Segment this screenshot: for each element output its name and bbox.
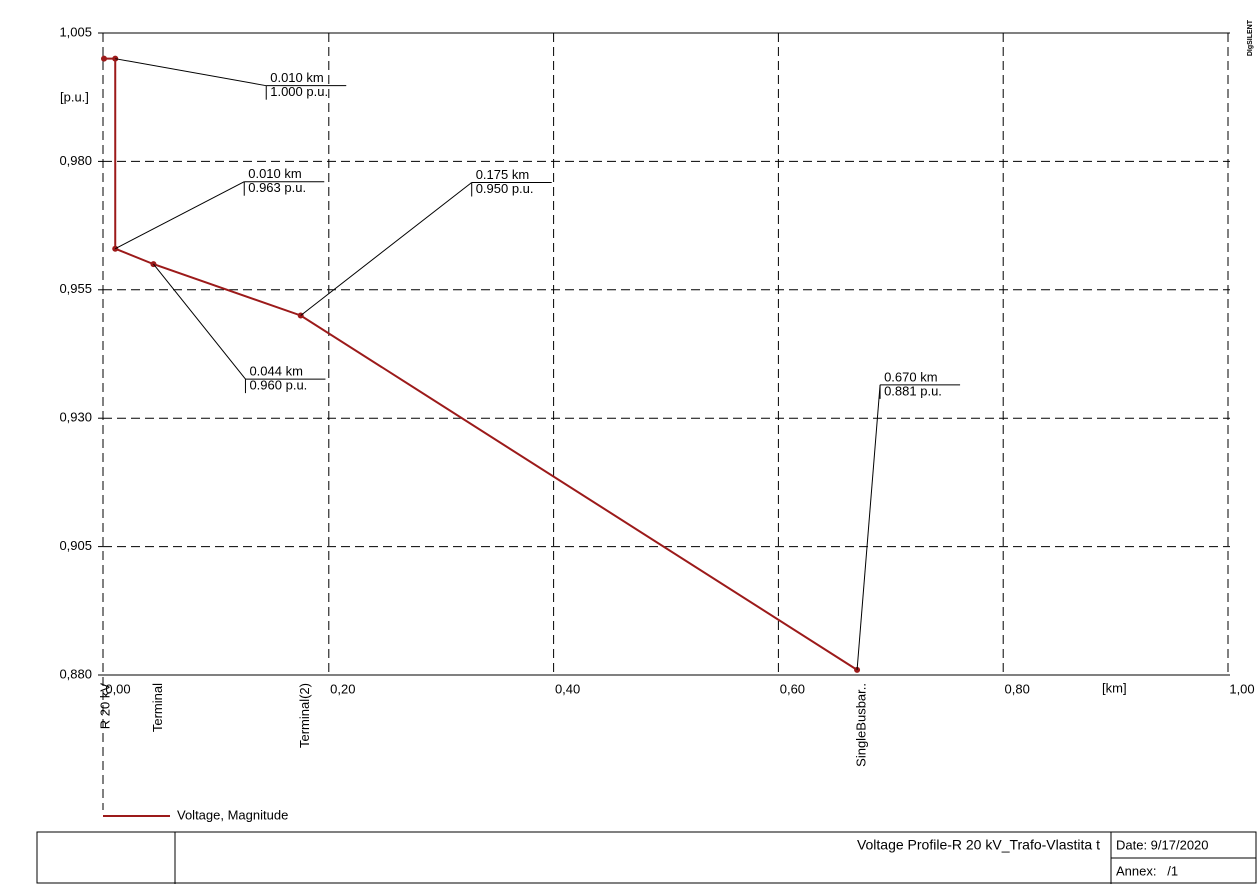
value-label: 0.881 p.u. [884,383,942,398]
x-value-label: 0.670 km [884,369,937,384]
y-tick-label: 1,005 [59,24,92,39]
node-label: Terminal(2) [297,683,312,748]
legend-label: Voltage, Magnitude [177,807,288,822]
value-label: 0.950 p.u. [476,181,534,196]
leader-line [856,384,881,670]
x-tick-label: 1,00 [1229,681,1254,696]
value-label: 0.960 p.u. [249,378,307,393]
footer-date: Date: 9/17/2020 [1116,837,1209,852]
x-value-label: 0.010 km [270,70,323,85]
node-label: SingleBusbar.. [854,683,869,767]
value-label: 1.000 p.u. [270,84,328,99]
x-value-label: 0.175 km [476,167,529,182]
leader-line [300,182,473,316]
x-value-label: 0.010 km [248,166,301,181]
footer-annex: Annex: /1 [1116,863,1178,878]
leader-line [153,263,246,380]
x-tick-label: 0,00 [105,681,130,696]
y-tick-label: 0,930 [59,410,92,425]
x-tick-label: 0,60 [780,681,805,696]
y-tick-label: 0,905 [59,538,92,553]
y-axis-label: [p.u.] [60,89,89,104]
value-label: 0.963 p.u. [248,180,306,195]
x-tick-label: 0,40 [555,681,580,696]
leader-line [115,58,267,87]
y-tick-label: 0,980 [59,153,92,168]
x-tick-label: 0,80 [1005,681,1030,696]
x-axis-label: [km] [1102,680,1127,695]
footer-title: Voltage Profile-R 20 kV_Trafo-Vlastita t [857,837,1100,853]
logo: DIgSILENT [1247,19,1254,56]
x-tick-label: 0,20 [330,681,355,696]
node-label: Terminal [150,683,165,732]
leader-line [115,181,245,250]
data-point [101,55,107,62]
y-tick-label: 0,955 [59,281,92,296]
x-value-label: 0.044 km [249,364,302,379]
node-label: R 20 kV [97,683,112,730]
y-tick-label: 0,880 [59,666,92,681]
